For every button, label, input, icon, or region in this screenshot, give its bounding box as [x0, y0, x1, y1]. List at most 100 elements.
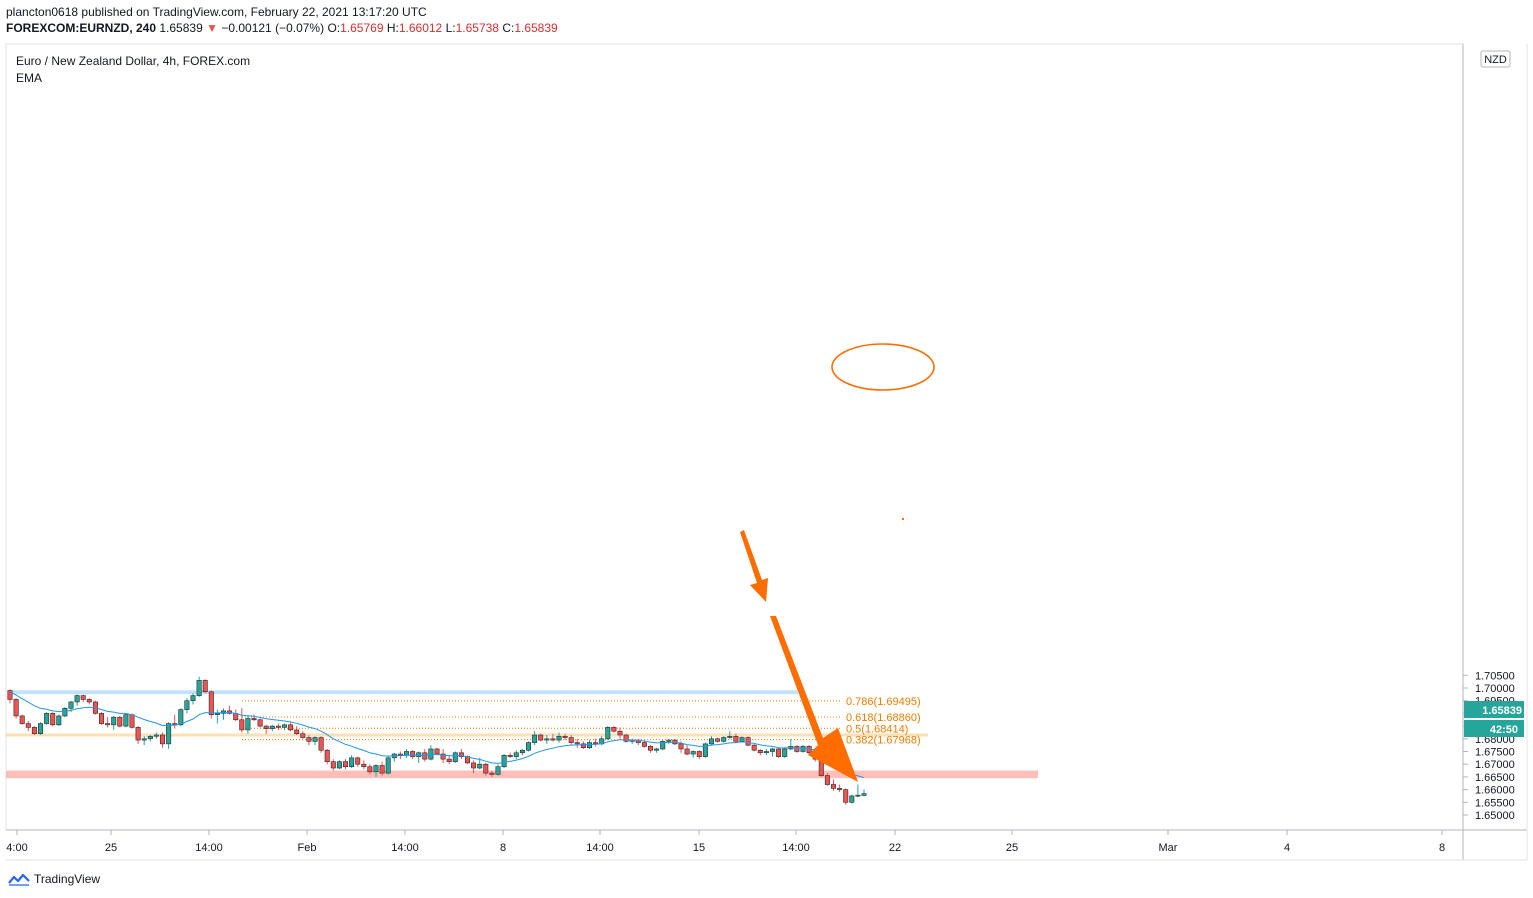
candle — [416, 751, 422, 763]
footer-brand[interactable]: TradingView — [34, 872, 101, 886]
candle — [440, 748, 446, 763]
candle — [50, 712, 56, 727]
y-tick-label: 1.66500 — [1475, 772, 1515, 784]
candle — [239, 708, 245, 733]
candle — [702, 742, 708, 758]
y-tick-label: 1.65500 — [1475, 797, 1515, 809]
small-down-arrow[interactable] — [740, 530, 768, 602]
candle — [544, 734, 550, 744]
candle — [123, 713, 129, 728]
candle — [861, 789, 867, 797]
candle — [507, 752, 513, 758]
candle — [355, 756, 361, 767]
y-tick-label: 1.67000 — [1475, 759, 1515, 771]
candle — [824, 773, 830, 786]
candle — [153, 732, 159, 739]
candle — [245, 715, 251, 734]
high-value: 1.66012 — [398, 21, 443, 35]
x-tick-label: 8 — [1439, 842, 1445, 854]
candle — [31, 726, 37, 735]
candle — [538, 733, 544, 742]
candle — [684, 745, 690, 756]
x-tick-label: 8 — [500, 842, 506, 854]
candle — [288, 722, 294, 732]
footer: TradingView — [8, 872, 100, 886]
candle — [178, 708, 184, 727]
low-label: L: — [445, 21, 456, 35]
currency-badge[interactable] — [1480, 50, 1511, 68]
candle — [190, 693, 196, 705]
candle — [562, 733, 568, 741]
price-badge-text: 1.65839 — [1482, 705, 1522, 717]
open-value: 1.65769 — [340, 21, 384, 35]
candle — [556, 732, 562, 743]
highlight-circle[interactable] — [831, 343, 935, 391]
large-down-arrow[interactable] — [770, 616, 858, 782]
price-change: −0.00121 (−0.07%) — [221, 21, 325, 35]
candle — [519, 748, 525, 756]
marker-dot — [901, 517, 905, 521]
y-tick-label: 1.65000 — [1475, 810, 1515, 822]
symbol-label: FOREXCOM:EURNZD, 240 — [6, 21, 157, 35]
candle — [80, 694, 86, 702]
candle — [111, 715, 117, 730]
candle — [74, 694, 80, 706]
legend-title: Euro / New Zealand Dollar, 4h, FOREX.com — [16, 54, 251, 68]
zone-mid[interactable] — [6, 733, 928, 737]
countdown-badge-text: 42:50 — [1490, 724, 1518, 736]
candle — [214, 709, 220, 724]
candle — [391, 752, 397, 762]
chart-header: plancton0618 published on TradingView.co… — [6, 4, 558, 36]
candle — [690, 750, 696, 758]
currency-badge-text: NZD — [1484, 54, 1507, 66]
candle — [403, 748, 409, 758]
candle — [550, 733, 556, 742]
open-label: O: — [327, 21, 341, 35]
candle — [257, 718, 263, 728]
candle — [172, 714, 178, 729]
price-badge — [1464, 701, 1524, 718]
candle — [458, 748, 464, 760]
y-tick-label: 1.67500 — [1475, 747, 1515, 759]
candle — [318, 736, 324, 753]
x-tick-label: 14:00 — [391, 842, 419, 854]
candle — [489, 770, 495, 777]
fib-label-3: 0.382(1.67968) — [846, 735, 921, 747]
high-label: H: — [386, 21, 399, 35]
candle — [196, 676, 202, 697]
candle — [373, 764, 379, 777]
candle — [849, 794, 855, 804]
candle — [483, 762, 489, 776]
candle — [336, 760, 342, 770]
countdown-badge — [1464, 720, 1524, 737]
candle — [611, 726, 617, 733]
candle — [495, 764, 501, 776]
candle — [135, 726, 141, 744]
candle — [160, 732, 166, 748]
legend-indicator: EMA — [16, 71, 43, 85]
candle — [300, 731, 306, 739]
candle — [428, 745, 434, 761]
candle — [44, 712, 50, 725]
candle — [715, 737, 721, 743]
y-tick-label: 1.66000 — [1475, 785, 1515, 797]
candle — [837, 784, 843, 793]
candle — [574, 738, 580, 748]
candle — [86, 698, 92, 705]
y-tick-label: 1.70500 — [1475, 670, 1515, 682]
candle — [501, 754, 507, 769]
candle — [788, 738, 794, 751]
candle — [623, 733, 629, 743]
candle — [342, 759, 348, 770]
y-tick-label: 1.70000 — [1475, 683, 1515, 695]
candle — [733, 733, 739, 743]
candle — [349, 755, 355, 769]
candle — [513, 750, 519, 760]
zone-support[interactable] — [6, 770, 1038, 779]
zone-resistance[interactable] — [8, 690, 798, 695]
x-tick-label: 4:00 — [6, 842, 27, 854]
candle — [794, 745, 800, 753]
candle — [843, 788, 849, 805]
candle — [117, 715, 123, 728]
